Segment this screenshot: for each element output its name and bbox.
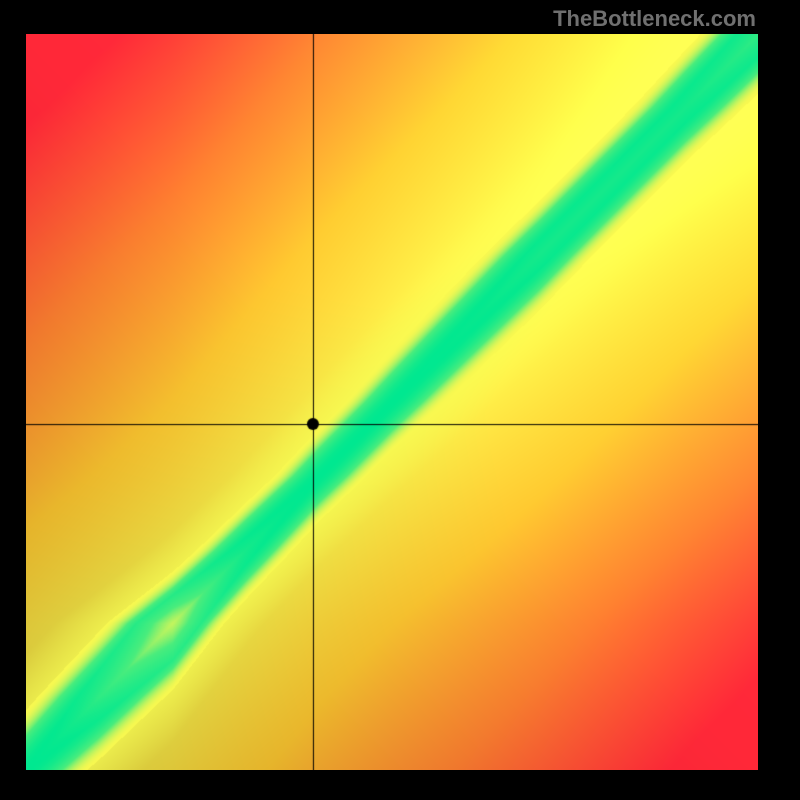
watermark-text: TheBottleneck.com: [553, 6, 756, 32]
crosshair-overlay: [26, 34, 758, 770]
